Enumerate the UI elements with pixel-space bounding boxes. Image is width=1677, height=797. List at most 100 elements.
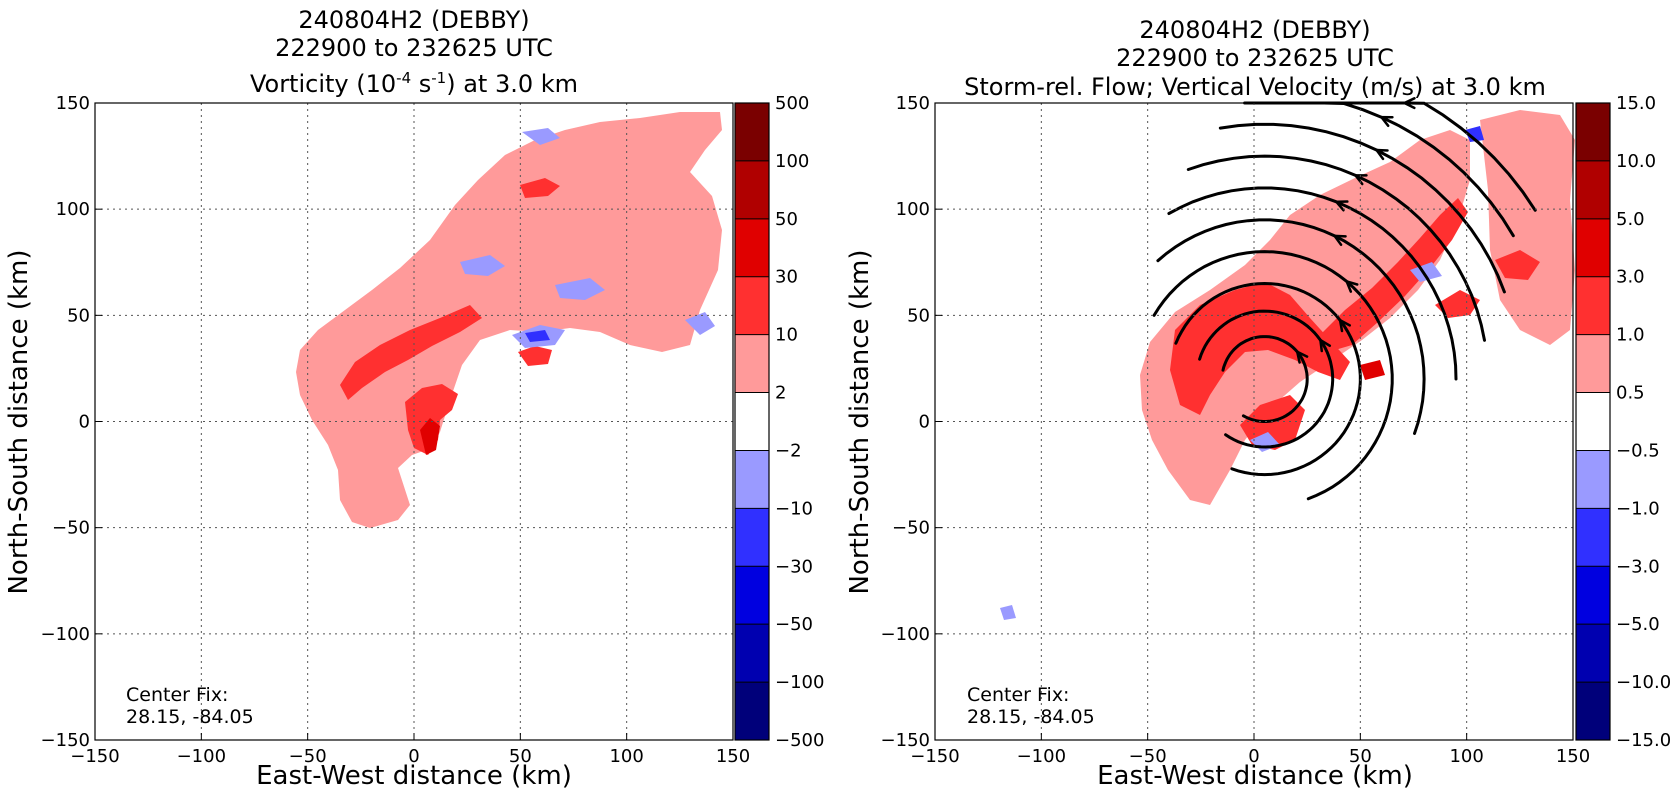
streamline-arrowhead (1295, 349, 1309, 364)
colorbar-tick-label: 10 (775, 325, 798, 346)
streamline (1152, 250, 1394, 501)
y-tick-label: 0 (919, 412, 930, 433)
y-tick-label: −50 (892, 518, 930, 539)
vertical-velocity-panel: 240804H2 (DEBBY) 222900 to 232625 UTC St… (845, 16, 1671, 791)
vorticity-panel: 240804H2 (DEBBY) 222900 to 232625 UTC Vo… (4, 6, 824, 791)
colorbar-band (735, 160, 769, 220)
y-tick-label: 0 (79, 412, 90, 433)
panel1-center-fix-value: 28.15, -84.05 (126, 706, 254, 728)
panel2-x-axis-label: East-West distance (km) (1097, 761, 1413, 791)
colorbar-tick-label: 15.0 (1616, 93, 1656, 114)
vorticity-red-region-3 (520, 178, 560, 198)
panel2-grid (935, 103, 1573, 740)
streamline (1221, 335, 1309, 423)
x-tick-label: 0 (408, 746, 419, 767)
w-red-region-1 (1170, 282, 1350, 415)
x-tick-label: −50 (1129, 746, 1167, 767)
colorbar-band (735, 334, 769, 394)
vorticity-red-region-4 (518, 346, 552, 366)
colorbar-tick-label: 1.0 (1616, 325, 1645, 346)
colorbar-band (735, 508, 769, 567)
y-tick-label: 150 (56, 93, 90, 114)
colorbar-tick-label: −50 (775, 614, 813, 635)
streamline (1156, 218, 1426, 435)
panel2-center-fix-value: 28.15, -84.05 (967, 706, 1095, 728)
colorbar-band (735, 103, 769, 162)
vorticity-darkred-region (420, 418, 440, 455)
colorbar-band (735, 276, 769, 336)
x-tick-label: 100 (1449, 746, 1483, 767)
y-tick-label: 50 (67, 305, 90, 326)
panel1-center-fix-label: Center Fix: (126, 684, 228, 706)
colorbar-band (1576, 392, 1610, 451)
x-tick-label: 50 (1349, 746, 1372, 767)
streamline-arrowhead (1318, 337, 1332, 353)
x-tick-label: 150 (1556, 746, 1590, 767)
colorbar-tick-label: −3.0 (1616, 556, 1660, 577)
vorticity-blue-region-6 (525, 330, 550, 342)
colorbar-band (1576, 508, 1610, 567)
x-tick-label: −150 (910, 746, 959, 767)
w-blue-region-2 (1410, 262, 1442, 282)
vorticity-blue-region-2 (555, 278, 605, 300)
colorbar-band (1576, 218, 1610, 278)
colorbar-tick-label: −100 (775, 672, 824, 693)
vorticity-blue-region-5 (685, 312, 715, 335)
panel2-colorbar: 15.0 10.0 5.0 3.0 1.0 0.5 −0.5 −1.0 −3.0 −5.0 −10.… (1575, 93, 1671, 751)
x-tick-label: −100 (177, 746, 226, 767)
x-tick-label: 50 (509, 746, 532, 767)
colorbar-band (735, 392, 769, 451)
colorbar-band (735, 682, 769, 741)
colorbar-tick-label: 5.0 (1616, 209, 1645, 230)
colorbar-tick-label: −5.0 (1616, 614, 1660, 635)
colorbar-band (1576, 334, 1610, 394)
x-tick-label: 0 (1248, 746, 1259, 767)
vorticity-blue-region-4 (522, 128, 560, 145)
streamline (1218, 122, 1506, 294)
panel1-title-line3: Vorticity (10-4 s-1) at 3.0 km (250, 69, 578, 98)
colorbar-tick-label: −30 (775, 556, 813, 577)
panel1-y-axis-label: North-South distance (km) (4, 249, 34, 594)
streamline-arrowhead (1378, 115, 1394, 128)
colorbar-tick-label: −10 (775, 498, 813, 519)
w-red-region-3 (1240, 395, 1305, 450)
colorbar-band (1576, 682, 1610, 741)
vorticity-field (296, 112, 722, 528)
colorbar-tick-label: −500 (775, 730, 824, 751)
panel1-title-line2: 222900 to 232625 UTC (275, 34, 553, 62)
y-tick-label: 50 (907, 305, 930, 326)
colorbar-band (1576, 566, 1610, 625)
panel2-center-fix-label: Center Fix: (967, 684, 1069, 706)
y-tick-label: 150 (896, 93, 930, 114)
w-light-red-region-2 (1480, 110, 1575, 345)
streamline (1186, 154, 1486, 342)
colorbar-tick-label: −10.0 (1616, 672, 1671, 693)
colorbar-band (735, 450, 769, 509)
panel2-y-axis-label: North-South distance (km) (845, 249, 875, 594)
colorbar-band (1576, 624, 1610, 683)
colorbar-band (735, 218, 769, 278)
vorticity-blue-region-1 (460, 255, 505, 276)
y-tick-label: 100 (896, 199, 930, 220)
w-red-region-2 (1320, 198, 1468, 350)
colorbar-tick-label: 500 (775, 93, 809, 114)
streamline (1174, 281, 1362, 477)
colorbar-tick-label: −1.0 (1616, 498, 1660, 519)
streamline (1198, 309, 1335, 449)
colorbar-tick-label: 100 (775, 151, 809, 172)
x-tick-label: 150 (716, 746, 750, 767)
colorbar-tick-label: −15.0 (1616, 730, 1671, 751)
x-tick-label: −150 (70, 746, 119, 767)
y-tick-label: −50 (52, 518, 90, 539)
w-red-region-5 (1495, 250, 1540, 280)
colorbar-tick-label: 30 (775, 267, 798, 288)
colorbar-tick-label: −0.5 (1616, 440, 1660, 461)
panel2-title-line1: 240804H2 (DEBBY) (1139, 16, 1370, 44)
colorbar-band (735, 624, 769, 683)
streamline-arrowhead (1344, 279, 1359, 293)
w-red-region-4 (1435, 290, 1480, 318)
colorbar-tick-label: 0.5 (1616, 383, 1645, 404)
x-tick-label: −100 (1017, 746, 1066, 767)
panel1-x-axis-label: East-West distance (km) (256, 761, 572, 791)
